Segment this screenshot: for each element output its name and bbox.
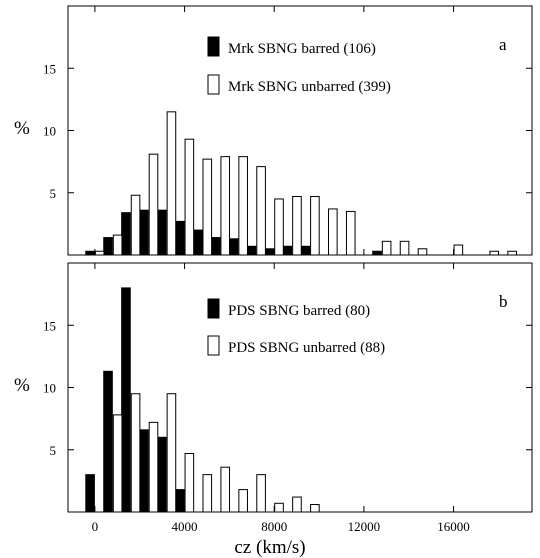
bar-unbarred <box>453 244 464 256</box>
bar-unbarred <box>148 421 159 513</box>
y-tick-label: 10 <box>43 124 56 139</box>
panel-a-y-axis-label: % <box>14 118 30 139</box>
bar-unbarred <box>274 198 284 256</box>
bar-barred <box>139 429 149 513</box>
bar-barred <box>300 245 311 256</box>
bar-barred <box>282 245 293 256</box>
bar-unbarred <box>256 166 266 256</box>
y-tick-label: 15 <box>43 318 56 333</box>
bar-barred <box>210 237 221 256</box>
legend-swatch-unbarred <box>207 335 220 356</box>
bar-barred <box>85 250 95 256</box>
bar-barred <box>246 245 257 256</box>
bar-unbarred <box>345 210 356 256</box>
bar-unbarred <box>130 393 141 513</box>
bar-barred <box>121 287 131 513</box>
bar-unbarred <box>202 474 213 513</box>
y-tick-label: 5 <box>50 186 57 201</box>
bar-barred <box>372 250 382 256</box>
bar-barred <box>139 209 149 256</box>
bar-barred <box>121 212 131 256</box>
bar-unbarred <box>381 240 392 256</box>
bar-unbarred <box>238 156 248 256</box>
bar-unbarred <box>112 234 123 256</box>
bar-barred <box>85 474 95 513</box>
legend-label-barred: PDS SBNG barred (80) <box>228 303 370 319</box>
bar-unbarred <box>166 111 177 256</box>
x-tick-label: 12000 <box>348 519 381 534</box>
x-axis-label: cz (km/s) <box>234 537 305 558</box>
y-tick-label: 10 <box>43 381 56 396</box>
x-tick-label: 8000 <box>261 519 287 534</box>
bar-unbarred <box>310 504 320 513</box>
panel-b-legend: PDS SBNG barred (80) PDS SBNG unbarred (… <box>207 298 385 356</box>
bar-unbarred <box>202 158 213 256</box>
bar-barred <box>264 248 275 256</box>
bar-unbarred <box>94 250 105 256</box>
panel-a-y-ticks: 5 10 15 <box>43 61 532 201</box>
bar-unbarred <box>256 474 266 513</box>
y-tick-label: 15 <box>43 61 56 76</box>
panel-a-letter: a <box>499 35 507 54</box>
legend-label-barred: Mrk SBNG barred (106) <box>228 41 376 57</box>
bar-unbarred <box>184 138 195 256</box>
bar-unbarred <box>292 195 302 256</box>
bar-barred <box>103 237 113 256</box>
panel-b-letter: b <box>499 292 508 311</box>
legend-swatch-unbarred <box>207 74 220 95</box>
bar-unbarred <box>220 466 231 513</box>
bar-unbarred <box>148 153 159 256</box>
x-axis-tick-labels: 0 4000 8000 12000 16000 <box>92 519 470 534</box>
panel-a: 5 10 15 % a Mrk SBNG barred (106) Mrk SBNG… <box>14 5 533 256</box>
bar-unbarred <box>184 452 195 513</box>
panel-b-y-axis-label: % <box>14 375 30 396</box>
bar-unbarred <box>507 250 517 256</box>
bar-unbarred <box>112 414 123 513</box>
bar-unbarred <box>274 502 284 513</box>
bar-barred <box>174 220 185 256</box>
legend-swatch-barred <box>207 298 220 319</box>
bar-unbarred <box>417 248 428 256</box>
legend-swatch-barred <box>207 36 220 57</box>
bar-barred <box>103 370 113 513</box>
bar-unbarred <box>238 489 248 513</box>
bar-unbarred <box>220 156 231 256</box>
bar-unbarred <box>292 496 302 513</box>
bar-barred <box>157 436 167 513</box>
y-tick-label: 5 <box>50 443 57 458</box>
bar-unbarred <box>166 393 177 513</box>
bar-unbarred <box>489 250 500 256</box>
panel-a-legend: Mrk SBNG barred (106) Mrk SBNG unbarred … <box>207 36 391 95</box>
bar-barred <box>228 238 239 256</box>
panel-b-y-ticks: 5 10 15 <box>43 318 532 458</box>
panel-b-bars <box>85 287 320 513</box>
bar-unbarred <box>328 208 338 256</box>
bar-barred <box>157 209 167 256</box>
bar-barred <box>174 489 185 513</box>
bar-unbarred <box>130 194 141 256</box>
bar-unbarred <box>399 240 410 256</box>
x-tick-label: 4000 <box>172 519 198 534</box>
panel-a-bars <box>85 111 517 256</box>
legend-label-unbarred: Mrk SBNG unbarred (399) <box>228 79 391 95</box>
bar-unbarred <box>310 195 320 256</box>
legend-label-unbarred: PDS SBNG unbarred (88) <box>228 340 385 356</box>
panel-b: 5 10 15 % b PDS SBNG barred (80) PDS SBNG … <box>14 262 533 513</box>
bar-barred <box>192 229 203 256</box>
x-tick-label: 16000 <box>437 519 470 534</box>
x-tick-label: 0 <box>92 519 99 534</box>
